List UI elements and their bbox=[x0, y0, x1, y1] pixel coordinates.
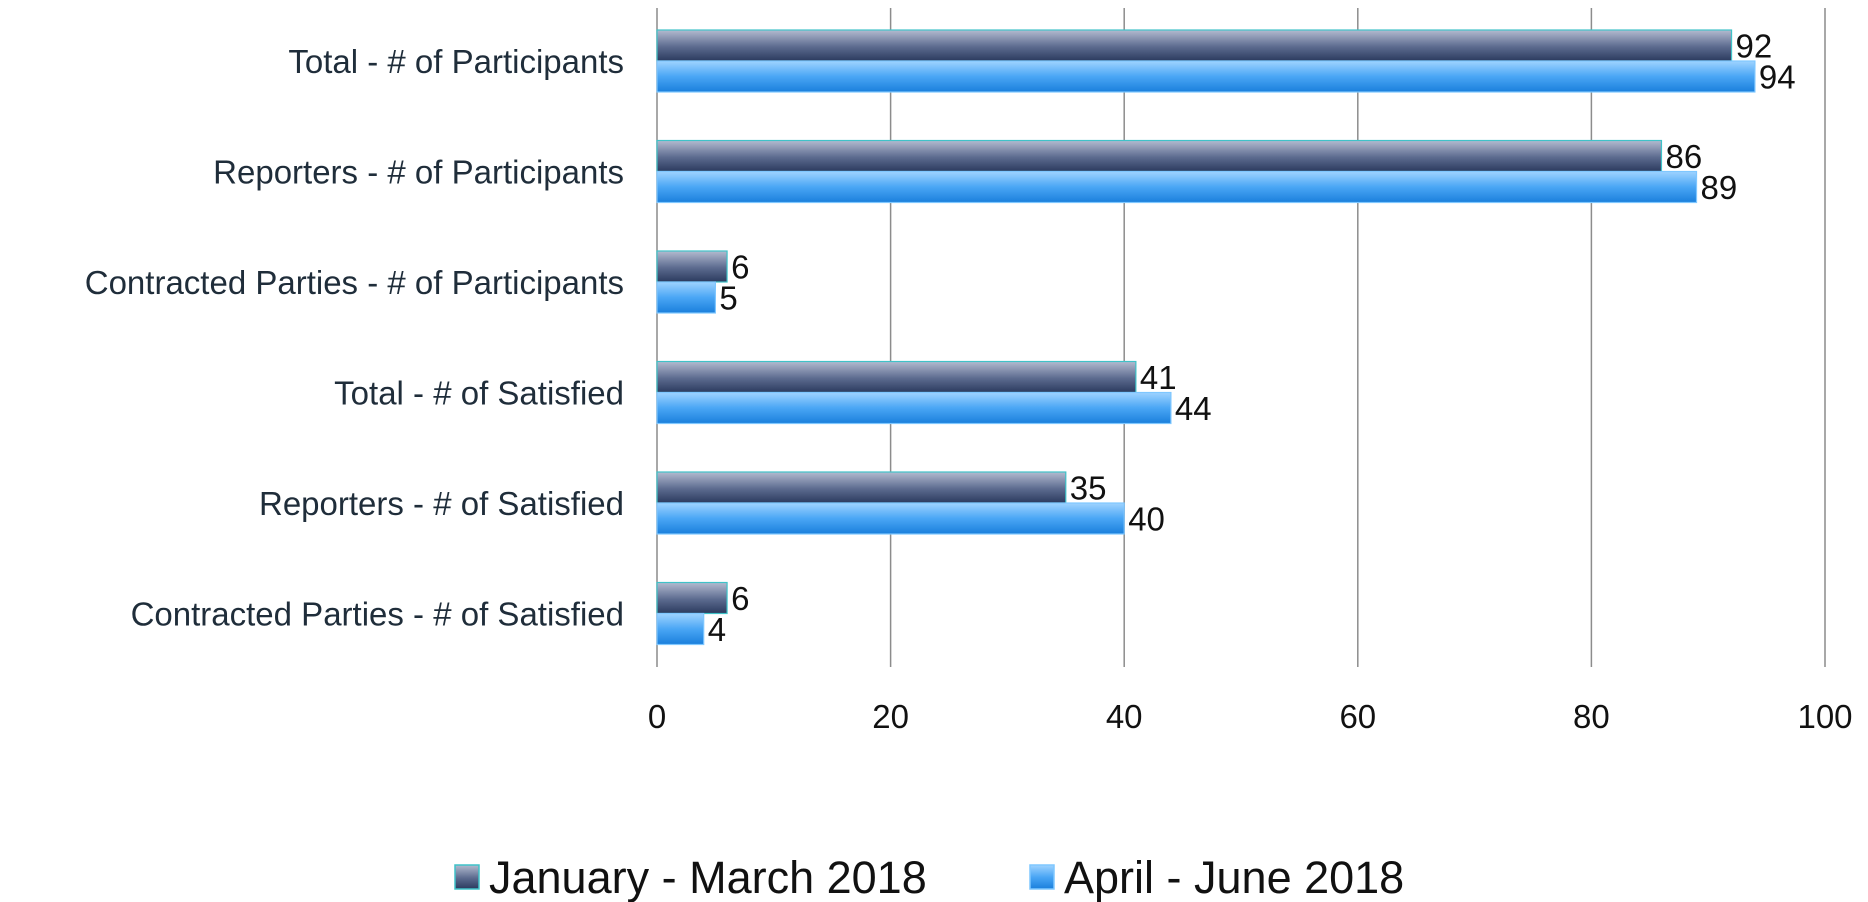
category-label: Contracted Parties - # of Participants bbox=[85, 264, 624, 301]
data-label: 44 bbox=[1175, 390, 1212, 427]
bar bbox=[656, 471, 1067, 504]
bars bbox=[656, 29, 1756, 646]
legend-swatch bbox=[1029, 864, 1055, 890]
x-tick-label: 40 bbox=[1106, 698, 1143, 735]
data-label: 6 bbox=[731, 580, 749, 617]
bar bbox=[656, 612, 705, 646]
category-label: Total - # of Participants bbox=[288, 43, 624, 80]
data-label: 40 bbox=[1128, 501, 1165, 538]
category-label: Reporters - # of Participants bbox=[213, 154, 624, 191]
x-tick-label: 0 bbox=[648, 698, 666, 735]
category-label: Contracted Parties - # of Satisfied bbox=[131, 596, 624, 633]
legend-label: January - March 2018 bbox=[489, 852, 927, 902]
bar bbox=[656, 139, 1663, 173]
bar bbox=[656, 581, 728, 615]
data-label: 94 bbox=[1759, 59, 1796, 96]
bar bbox=[656, 360, 1137, 394]
category-label: Total - # of Satisfied bbox=[334, 375, 624, 412]
data-label: 6 bbox=[731, 249, 749, 286]
category-label: Reporters - # of Satisfied bbox=[259, 485, 624, 522]
data-label: 35 bbox=[1070, 470, 1107, 507]
bar bbox=[656, 502, 1125, 535]
x-tick-label: 20 bbox=[872, 698, 909, 735]
x-tick-label: 60 bbox=[1339, 698, 1376, 735]
legend: January - March 2018 April - June 2018 bbox=[454, 852, 1404, 902]
x-tick-labels: 0 20 40 60 80 100 bbox=[648, 698, 1853, 735]
bar bbox=[656, 281, 717, 314]
bar bbox=[656, 391, 1172, 425]
x-tick-label: 80 bbox=[1573, 698, 1610, 735]
legend-swatch bbox=[454, 864, 480, 890]
bar bbox=[656, 60, 1756, 93]
data-label: 41 bbox=[1140, 359, 1177, 396]
bar bbox=[656, 170, 1698, 204]
category-labels: Total - # of Participants Reporters - # o… bbox=[85, 43, 624, 633]
data-label: 89 bbox=[1701, 169, 1738, 206]
data-label: 4 bbox=[708, 611, 726, 648]
bar bbox=[656, 29, 1733, 62]
grid-lines bbox=[889, 8, 1826, 667]
data-label: 92 bbox=[1736, 28, 1773, 65]
data-label: 86 bbox=[1665, 138, 1702, 175]
x-tick-label: 100 bbox=[1797, 698, 1852, 735]
bar bbox=[656, 250, 728, 283]
legend-label: April - June 2018 bbox=[1064, 852, 1404, 902]
data-label: 5 bbox=[719, 280, 737, 317]
